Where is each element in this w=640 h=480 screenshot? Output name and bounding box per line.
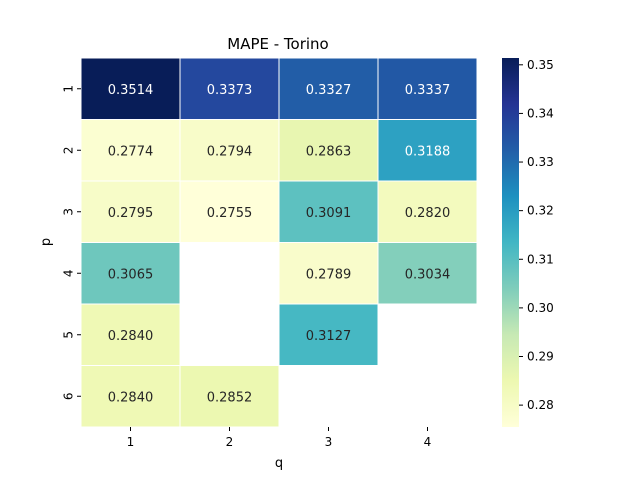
heatmap-cell <box>377 57 478 120</box>
y-tick-label: 4 <box>62 269 76 277</box>
heatmap-cell <box>377 242 478 305</box>
colorbar-tick-label: 0.35 <box>527 58 554 72</box>
heatmap-cell <box>179 119 280 182</box>
cell-value-label: 0.3373 <box>207 83 253 98</box>
x-tick-label: 3 <box>325 435 333 449</box>
heatmap-cell <box>278 57 379 120</box>
y-tick-label: 5 <box>62 331 76 339</box>
heatmap-cell <box>179 365 280 428</box>
y-axis-label: p <box>39 238 54 246</box>
x-tick-label: 2 <box>226 435 234 449</box>
heatmap-cell <box>179 180 280 243</box>
y-tick-label: 1 <box>62 85 76 93</box>
heatmap-cell <box>80 242 181 305</box>
cell-value-label: 0.3065 <box>108 267 154 282</box>
cell-value-label: 0.2863 <box>306 144 352 159</box>
heatmap-cell <box>377 180 478 243</box>
colorbar-ticks: 0.28 0.29 0.30 0.31 0.32 0.33 0.34 0.35 <box>519 58 554 412</box>
colorbar-tick-label: 0.32 <box>527 204 554 218</box>
cell-value-label: 0.2840 <box>108 329 154 344</box>
heatmap-cell <box>278 242 379 305</box>
cell-value-label: 0.3034 <box>405 267 451 282</box>
heatmap-cell <box>278 303 379 366</box>
colorbar: 0.28 0.29 0.30 0.31 0.32 0.33 0.34 0.35 <box>502 58 554 427</box>
x-tick-label: 4 <box>424 435 432 449</box>
cell-value-label: 0.2789 <box>306 267 352 282</box>
y-tick-label: 3 <box>62 208 76 216</box>
colorbar-tick-label: 0.29 <box>527 350 554 364</box>
colorbar-tick-label: 0.28 <box>527 398 554 412</box>
x-axis-label: q <box>275 456 283 471</box>
colorbar-tick-label: 0.30 <box>527 301 554 315</box>
cell-value-label: 0.2774 <box>108 144 154 159</box>
cell-value-label: 0.3127 <box>306 329 352 344</box>
heatmap-cells: 0.3514 0.3373 0.3327 0.3337 0.2774 0.2794 0.28… <box>80 57 478 428</box>
chart-title: MAPE - Torino <box>227 35 328 53</box>
x-tick-label: 1 <box>127 435 135 449</box>
cell-value-label: 0.2795 <box>108 206 154 221</box>
x-axis-ticks: 1 2 3 4 <box>127 427 432 449</box>
colorbar-tick-label: 0.31 <box>527 252 554 266</box>
heatmap-cell <box>179 57 280 120</box>
colorbar-gradient <box>502 58 519 427</box>
heatmap-cell <box>80 57 181 120</box>
cell-value-label: 0.3188 <box>405 144 451 159</box>
heatmap-cell <box>80 119 181 182</box>
cell-value-label: 0.3091 <box>306 206 352 221</box>
cell-value-label: 0.2840 <box>108 390 154 405</box>
cell-value-label: 0.3514 <box>108 83 154 98</box>
cell-value-label: 0.3327 <box>306 83 352 98</box>
colorbar-tick-label: 0.34 <box>527 106 554 120</box>
cell-value-label: 0.2852 <box>207 390 253 405</box>
y-tick-label: 6 <box>62 392 76 400</box>
cell-value-label: 0.2794 <box>207 144 253 159</box>
colorbar-tick-label: 0.33 <box>527 155 554 169</box>
cell-value-label: 0.2755 <box>207 206 253 221</box>
y-tick-label: 2 <box>62 146 76 154</box>
y-axis-ticks: 1 2 3 4 5 6 <box>62 85 81 400</box>
heatmap-cell <box>377 119 478 182</box>
cell-value-label: 0.3337 <box>405 83 451 98</box>
cell-value-label: 0.2820 <box>405 206 451 221</box>
